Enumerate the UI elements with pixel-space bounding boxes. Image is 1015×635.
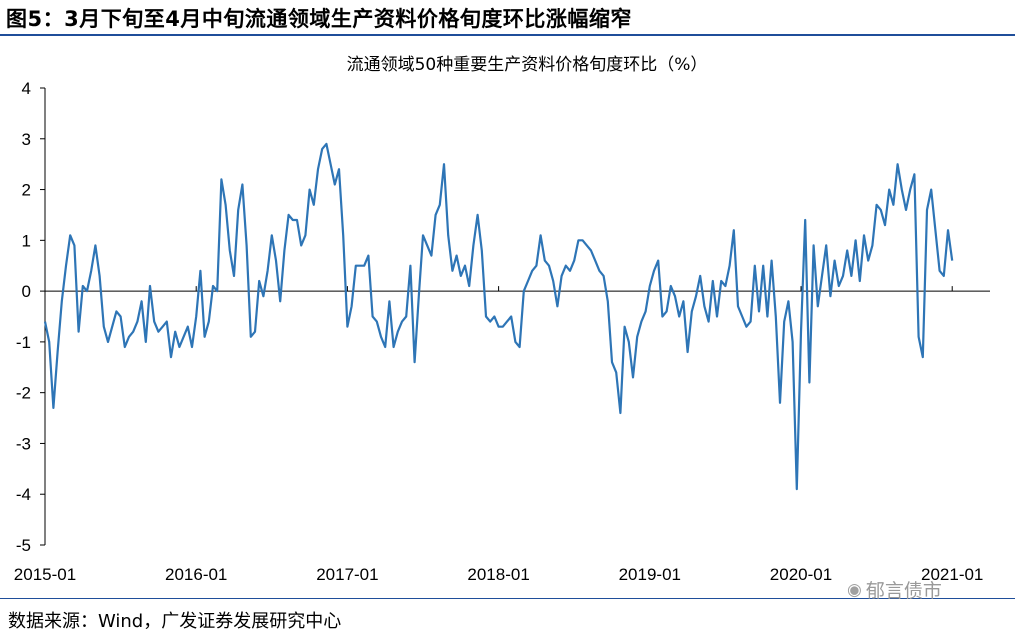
y-tick-label: -1	[16, 333, 31, 352]
x-tick-label: 2018-01	[467, 565, 529, 584]
y-tick-label: 3	[22, 130, 31, 149]
source-note: 数据来源：Wind，广发证券发展研究中心	[8, 611, 342, 632]
y-tick-label: 2	[22, 181, 31, 200]
watermark-text: 郁言债市	[865, 580, 942, 602]
y-axis: 4 3 2 1 0 -1 -2 -3 -4 -5	[16, 79, 46, 555]
line-chart: 流通领域50种重要生产资料价格旬度环比（%） 4 3 2 1 0 -1 -2 -3 -4 -5 2…	[14, 55, 990, 584]
series-layer	[43, 142, 954, 491]
y-tick-label: -2	[16, 384, 31, 403]
bottom-divider	[0, 598, 1015, 599]
x-tick-label: 2016-01	[165, 565, 227, 584]
x-tick-label: 2019-01	[619, 565, 681, 584]
y-tick-label: -5	[16, 536, 31, 555]
x-tick-label: 2021-01	[921, 565, 983, 584]
x-axis: 2015-01 2016-01 2017-01 2018-01 2019-01 2020-…	[14, 286, 990, 584]
watermark: ◉ 郁言债市	[847, 576, 942, 603]
x-tick-label: 2020-01	[770, 565, 832, 584]
figure-title: 图5：3月下旬至4月中旬流通领域生产资料价格旬度环比涨幅缩窄	[6, 7, 632, 31]
series-line	[43, 142, 954, 491]
x-tick-label: 2017-01	[316, 565, 378, 584]
wechat-icon: ◉	[847, 579, 862, 600]
y-tick-label: 4	[22, 79, 31, 98]
y-tick-label: 0	[22, 282, 31, 301]
y-tick-label: -4	[16, 485, 31, 504]
y-tick-label: 1	[22, 231, 31, 250]
y-tick-label: -3	[16, 434, 31, 453]
x-tick-label: 2015-01	[14, 565, 76, 584]
chart-title: 流通领域50种重要生产资料价格旬度环比（%）	[347, 55, 708, 75]
top-divider	[0, 34, 1015, 36]
